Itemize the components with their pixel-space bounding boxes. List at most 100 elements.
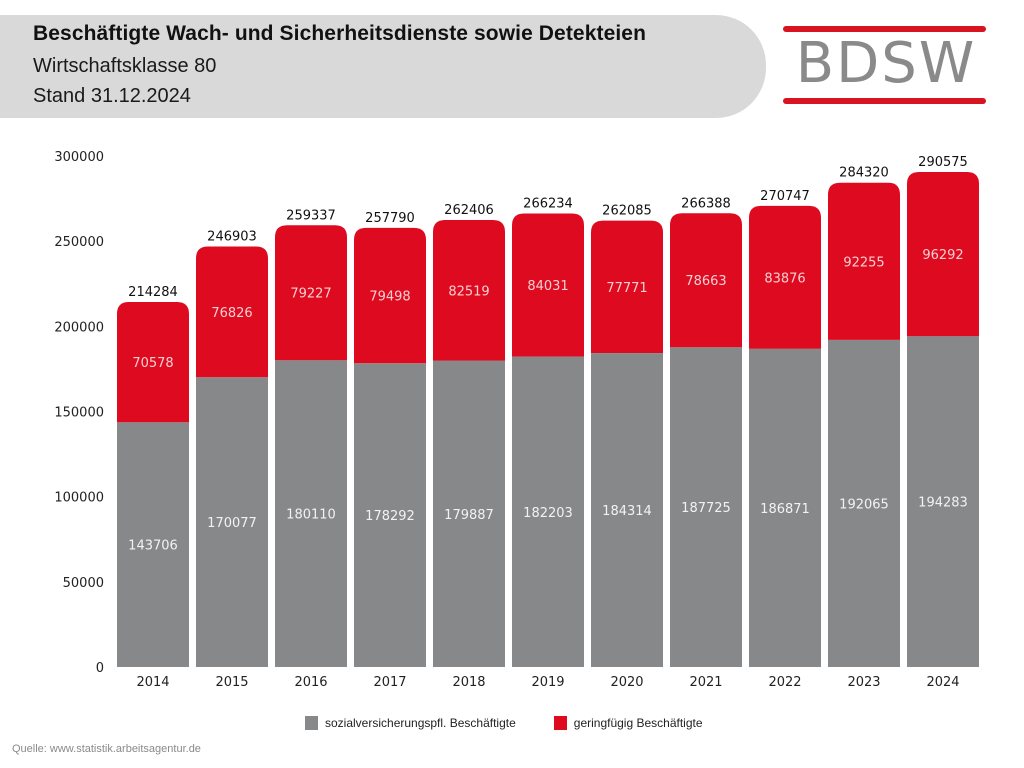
data-label-sozialversicherungspflichtig: 186871 bbox=[760, 502, 810, 517]
data-label-geringfuegig: 77771 bbox=[606, 281, 647, 296]
bdsw-logo: BDSW bbox=[783, 26, 989, 106]
bar-segment-sozialversicherungspflichtig bbox=[512, 356, 584, 667]
bar-group-2015: 170077 76826 246903 bbox=[196, 229, 268, 667]
logo-top-line bbox=[783, 26, 986, 32]
bar-segment-geringfuegig bbox=[275, 225, 347, 361]
x-tick-label: 2020 bbox=[610, 675, 643, 690]
bar-group-2018: 179887 82519 262406 bbox=[433, 203, 505, 667]
data-label-total: 262406 bbox=[444, 203, 494, 218]
data-label-total: 257790 bbox=[365, 211, 415, 226]
x-tick-label: 2022 bbox=[768, 675, 801, 690]
bar-group-2016: 180110 79227 259337 bbox=[275, 208, 347, 667]
source-note: Quelle: www.statistik.arbeitsagentur.de bbox=[12, 743, 201, 755]
data-label-geringfuegig: 84031 bbox=[527, 279, 568, 294]
data-label-sozialversicherungspflichtig: 170077 bbox=[207, 516, 257, 531]
y-axis: 0 50000 100000 150000 200000 250000 300000 bbox=[54, 150, 104, 676]
bar-segment-geringfuegig bbox=[907, 172, 979, 337]
bar-group-2021: 187725 78663 266388 bbox=[670, 196, 742, 667]
data-label-sozialversicherungspflichtig: 182203 bbox=[523, 506, 573, 521]
bar-segment-sozialversicherungspflichtig bbox=[275, 360, 347, 667]
y-tick-label: 150000 bbox=[54, 406, 104, 421]
y-tick-label: 0 bbox=[96, 661, 104, 676]
bar-group-2024: 194283 96292 290575 bbox=[907, 155, 979, 667]
data-label-geringfuegig: 78663 bbox=[685, 274, 726, 289]
data-label-sozialversicherungspflichtig: 143706 bbox=[128, 539, 178, 554]
data-label-sozialversicherungspflichtig: 192065 bbox=[839, 497, 889, 512]
data-label-total: 270747 bbox=[760, 189, 810, 204]
bar-segment-sozialversicherungspflichtig bbox=[749, 348, 821, 667]
bar-segment-sozialversicherungspflichtig bbox=[828, 339, 900, 667]
legend-label: sozialversicherungspfl. Beschäftigte bbox=[325, 716, 516, 730]
bar-segment-sozialversicherungspflichtig bbox=[433, 360, 505, 667]
bar-group-2020: 184314 77771 262085 bbox=[591, 204, 663, 667]
data-label-geringfuegig: 82519 bbox=[448, 284, 489, 299]
legend: sozialversicherungspfl. Beschäftigte ger… bbox=[305, 716, 741, 730]
x-axis: 2014 2015 2016 2017 2018 2019 2020 2021 2022 2023… bbox=[136, 675, 959, 690]
header-band bbox=[0, 15, 766, 118]
data-label-total: 266388 bbox=[681, 196, 731, 211]
legend-swatch-gray bbox=[305, 716, 318, 730]
chart-subtitle: Wirtschaftsklasse 80 bbox=[33, 55, 217, 77]
x-tick-label: 2021 bbox=[689, 675, 722, 690]
bar-segment-geringfuegig bbox=[196, 246, 268, 378]
bar-segment-sozialversicherungspflichtig bbox=[670, 347, 742, 667]
data-label-geringfuegig: 96292 bbox=[922, 248, 963, 263]
data-label-sozialversicherungspflichtig: 184314 bbox=[602, 504, 652, 519]
data-label-sozialversicherungspflichtig: 194283 bbox=[918, 496, 968, 511]
bar-segment-sozialversicherungspflichtig bbox=[196, 377, 268, 667]
bar-segment-geringfuegig bbox=[591, 220, 663, 354]
bar-segment-geringfuegig bbox=[670, 213, 742, 348]
data-label-total: 246903 bbox=[207, 229, 257, 244]
data-label-total: 284320 bbox=[839, 166, 889, 181]
bar-group-2014: 143706 70578 214284 bbox=[117, 285, 189, 667]
y-tick-label: 250000 bbox=[54, 235, 104, 250]
data-label-total: 266234 bbox=[523, 197, 573, 212]
bar-segment-sozialversicherungspflichtig bbox=[907, 336, 979, 667]
bar-group-2023: 192065 92255 284320 bbox=[828, 166, 900, 667]
legend-item-sozialversicherungspflichtig: sozialversicherungspfl. Beschäftigte bbox=[305, 716, 516, 730]
y-tick-label: 100000 bbox=[54, 491, 104, 506]
data-label-total: 290575 bbox=[918, 155, 968, 170]
legend-label: geringfügig Beschäftigte bbox=[573, 716, 703, 730]
data-label-total: 214284 bbox=[128, 285, 178, 300]
bar-segment-sozialversicherungspflichtig bbox=[117, 422, 189, 667]
data-label-geringfuegig: 92255 bbox=[843, 255, 884, 270]
logo-text: BDSW bbox=[795, 31, 977, 96]
bar-segment-geringfuegig bbox=[433, 220, 505, 361]
data-label-geringfuegig: 70578 bbox=[132, 356, 173, 371]
data-label-total: 262085 bbox=[602, 204, 652, 219]
legend-item-geringfuegig: geringfügig Beschäftigte bbox=[553, 716, 703, 730]
x-tick-label: 2019 bbox=[531, 675, 564, 690]
bar-segment-sozialversicherungspflichtig bbox=[354, 363, 426, 667]
data-label-sozialversicherungspflichtig: 187725 bbox=[681, 501, 731, 516]
bar-segment-geringfuegig bbox=[828, 182, 900, 340]
stacked-bar-chart: 0 50000 100000 150000 200000 250000 300000 143… bbox=[54, 150, 979, 690]
bar-segment-geringfuegig bbox=[354, 227, 426, 364]
x-tick-label: 2016 bbox=[294, 675, 327, 690]
bar-segment-sozialversicherungspflichtig bbox=[591, 353, 663, 667]
x-tick-label: 2024 bbox=[926, 675, 959, 690]
chart-date: Stand 31.12.2024 bbox=[33, 85, 191, 107]
bars: 143706 70578 214284 170077 76826 246903 180110… bbox=[117, 155, 979, 667]
data-label-sozialversicherungspflichtig: 179887 bbox=[444, 508, 494, 523]
data-label-geringfuegig: 76826 bbox=[211, 306, 252, 321]
x-tick-label: 2023 bbox=[847, 675, 880, 690]
bar-group-2022: 186871 83876 270747 bbox=[749, 189, 821, 667]
x-tick-label: 2017 bbox=[373, 675, 406, 690]
y-tick-label: 50000 bbox=[63, 576, 104, 591]
data-label-geringfuegig: 83876 bbox=[764, 271, 805, 286]
legend-swatch-red bbox=[553, 716, 567, 730]
y-tick-label: 300000 bbox=[54, 150, 104, 165]
data-label-sozialversicherungspflichtig: 178292 bbox=[365, 509, 415, 524]
data-label-geringfuegig: 79227 bbox=[290, 287, 331, 302]
bar-segment-geringfuegig bbox=[512, 213, 584, 357]
bar-segment-geringfuegig bbox=[749, 205, 821, 349]
bar-group-2019: 182203 84031 266234 bbox=[512, 197, 584, 667]
chart-title: Beschäftigte Wach- und Sicherheitsdienst… bbox=[33, 22, 647, 45]
logo-bottom-line bbox=[783, 98, 986, 104]
y-tick-label: 200000 bbox=[54, 320, 104, 335]
bar-group-2017: 178292 79498 257790 bbox=[354, 211, 426, 667]
data-label-total: 259337 bbox=[286, 208, 336, 223]
x-tick-label: 2018 bbox=[452, 675, 485, 690]
bar-segment-geringfuegig bbox=[117, 302, 189, 423]
